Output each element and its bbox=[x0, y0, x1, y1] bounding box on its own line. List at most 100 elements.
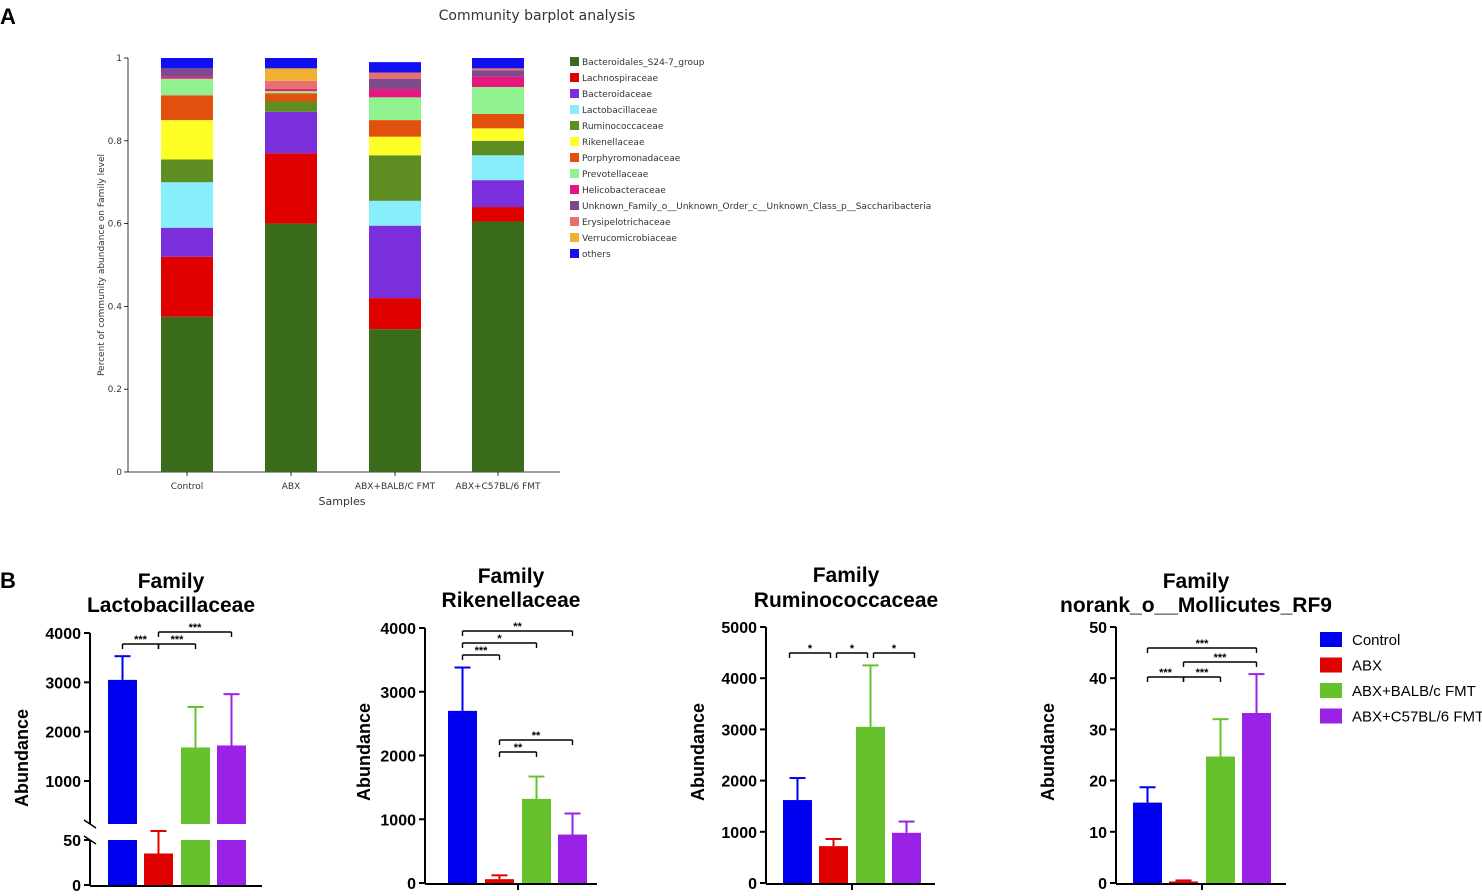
bar bbox=[819, 846, 848, 883]
bar-segment bbox=[161, 95, 213, 121]
bar-segment bbox=[161, 182, 213, 228]
y-tick-label: 4000 bbox=[721, 671, 757, 688]
y-tick-label: 1 bbox=[116, 54, 122, 64]
bar bbox=[1133, 802, 1162, 883]
bar-segment bbox=[369, 225, 421, 299]
y-tick-label: 50 bbox=[1089, 620, 1107, 637]
y-tick-label: 1000 bbox=[721, 825, 757, 842]
significance-label: *** bbox=[171, 634, 185, 646]
legend-label: Prevotellaceae bbox=[582, 170, 649, 180]
chart-title: Family bbox=[1163, 570, 1230, 593]
bar-segment bbox=[472, 58, 524, 69]
legend-label: Control bbox=[1352, 632, 1400, 649]
bar bbox=[1242, 713, 1271, 883]
legend-label: Verrucomicrobiaceae bbox=[582, 234, 677, 244]
x-tick-label: ABX+BALB/C FMT bbox=[355, 482, 436, 492]
y-tick-label: 1000 bbox=[45, 774, 81, 791]
chart-title: Family bbox=[478, 565, 545, 588]
bar bbox=[485, 879, 514, 883]
y-tick-label: 40 bbox=[1089, 671, 1107, 688]
legend-swatch bbox=[570, 217, 579, 226]
legend-label: Ruminococcaceae bbox=[582, 122, 664, 132]
bar-segment bbox=[472, 140, 524, 156]
legend-swatch bbox=[570, 233, 579, 242]
bar-segment bbox=[472, 155, 524, 181]
legend-swatch bbox=[570, 89, 579, 98]
y-tick-label: 0.6 bbox=[108, 220, 123, 230]
legend-swatch bbox=[1320, 632, 1342, 647]
bar-segment bbox=[472, 86, 524, 114]
bar bbox=[856, 726, 885, 883]
y-axis-label: Abundance bbox=[688, 703, 708, 801]
bar-segment bbox=[369, 136, 421, 156]
significance-label: *** bbox=[475, 645, 489, 657]
bar bbox=[522, 798, 551, 883]
bar bbox=[892, 832, 921, 883]
significance-label: * bbox=[808, 643, 813, 655]
legend-swatch bbox=[1320, 708, 1342, 724]
bar-lower bbox=[144, 853, 173, 885]
legend-label: Bacteroidaceae bbox=[582, 90, 652, 100]
bar-segment bbox=[161, 78, 213, 96]
legend-label: Lactobacillaceae bbox=[582, 106, 658, 116]
legend-label: ABX+BALB/c FMT bbox=[1352, 683, 1476, 700]
panel-b-rikenellaceae: FamilyRikenellaceae01000200030004000****… bbox=[354, 565, 597, 893]
bar-lower bbox=[217, 840, 246, 885]
chart-title: Community barplot analysis bbox=[439, 8, 636, 24]
panel-letter-b: B bbox=[0, 568, 16, 593]
legend-swatch bbox=[570, 137, 579, 146]
y-tick-label: 30 bbox=[1089, 722, 1107, 739]
bar-segment bbox=[265, 80, 317, 90]
bar-segment bbox=[369, 89, 421, 98]
legend-label: others bbox=[582, 250, 611, 260]
bar-segment bbox=[472, 180, 524, 208]
y-tick-label: 4000 bbox=[380, 621, 416, 638]
legend-label: ABX+C57BL/6 FMT bbox=[1352, 709, 1482, 726]
bar-segment bbox=[369, 329, 421, 472]
significance-label: ** bbox=[513, 621, 522, 633]
axis-break-mark bbox=[83, 819, 97, 829]
legend-label: Helicobacteraceae bbox=[582, 186, 666, 196]
y-tick-label: 2000 bbox=[380, 749, 416, 766]
bar-segment bbox=[472, 128, 524, 141]
bar bbox=[558, 834, 587, 883]
bar-lower bbox=[181, 840, 210, 885]
y-tick-label: 0.8 bbox=[108, 137, 123, 147]
legend-label: ABX bbox=[1352, 658, 1382, 675]
bar-segment bbox=[161, 120, 213, 160]
bar-segment bbox=[369, 97, 421, 121]
x-tick-label: ABX+C57BL/6 FMT bbox=[455, 482, 541, 492]
bar-segment bbox=[161, 227, 213, 257]
y-tick-label: 50 bbox=[63, 833, 81, 850]
y-axis-label: Abundance bbox=[12, 709, 32, 807]
bar-segment bbox=[472, 113, 524, 129]
bar bbox=[1169, 881, 1198, 883]
significance-label: *** bbox=[1196, 638, 1210, 650]
bar-segment bbox=[369, 155, 421, 201]
legend-label: Rikenellaceae bbox=[582, 138, 645, 148]
bar-segment bbox=[161, 68, 213, 77]
significance-label: *** bbox=[189, 622, 203, 634]
bar bbox=[783, 800, 812, 883]
y-axis-label: Percent of community abundance on Family… bbox=[97, 154, 107, 376]
bar-segment bbox=[369, 62, 421, 73]
bar-segment bbox=[369, 120, 421, 137]
bar-segment bbox=[161, 58, 213, 69]
y-tick-label: 2000 bbox=[45, 725, 81, 742]
y-axis-label: Abundance bbox=[354, 703, 374, 801]
bar-segment bbox=[161, 159, 213, 183]
legend-swatch bbox=[1320, 683, 1342, 698]
legend-label: Porphyromonadaceae bbox=[582, 154, 681, 164]
bar-segment bbox=[265, 111, 317, 154]
bar-segment bbox=[472, 207, 524, 222]
legend-swatch bbox=[570, 121, 579, 130]
x-tick-label: ABX bbox=[282, 482, 301, 492]
bar-upper bbox=[108, 679, 137, 824]
significance-label: * bbox=[850, 643, 855, 655]
chart-subtitle: Ruminococcaceae bbox=[754, 589, 938, 612]
y-tick-label: 10 bbox=[1089, 825, 1107, 842]
bar-segment bbox=[161, 76, 213, 79]
